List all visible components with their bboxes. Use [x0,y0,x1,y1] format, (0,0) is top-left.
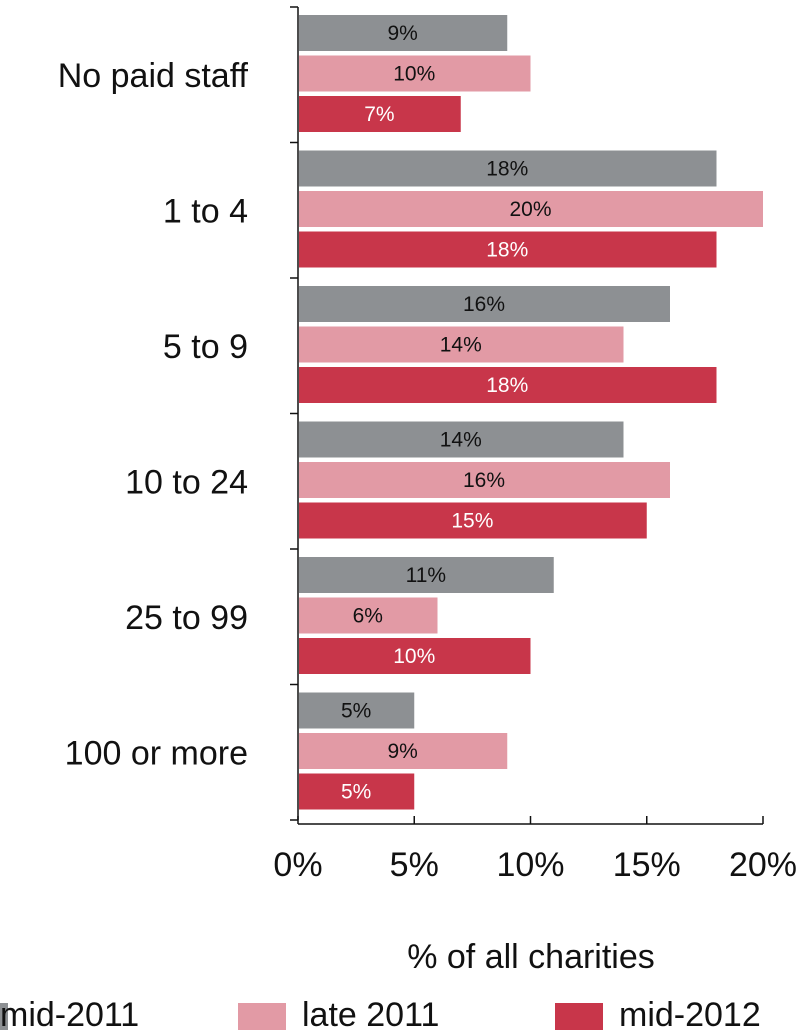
category-label-5-to-9: 5 to 9 [163,328,248,366]
category-label-1-to-4: 1 to 4 [163,192,248,230]
x-tick-label-5: 5% [390,846,439,884]
bar-mid-2012-10-to-24 [299,502,647,539]
bar-label-mid-2011-25-to-99: 11% [406,564,446,587]
bar-mid-2012-1-to-4 [299,231,717,268]
bar-label-mid-2011-10-to-24: 14% [440,429,482,452]
legend-swatch-late-2011 [238,1003,286,1030]
bars-group [299,15,763,810]
x-tick-label-10: 10% [496,846,564,884]
bar-label-mid-2011-1-to-4: 18% [486,158,528,181]
legend-swatch-mid-2012 [555,1003,603,1030]
x-axis-label: % of all charities [407,938,655,976]
x-tick-label-0: 0% [273,846,322,884]
bar-label-mid-2012-5-to-9: 18% [486,374,528,397]
bar-late-2011-1-to-4 [299,191,763,227]
bar-label-mid-2011-100-or-more: 5% [341,700,371,723]
legend-label-mid-2012: mid-2012 [619,996,761,1030]
bar-late-2011-10-to-24 [299,462,670,498]
legend: mid-2011 late 2011 mid-2012 [0,996,761,1030]
bar-labels-group: 9%10%7%18%20%18%16%14%18%14%16%15%11%6%1… [341,22,552,804]
bar-late-2011-5-to-9 [299,326,624,363]
legend-swatch-mid-2011 [0,1003,8,1030]
bar-label-late-2011-100-or-more: 9% [387,740,417,763]
bar-label-mid-2011-5-to-9: 16% [463,293,505,316]
bar-mid-2011-25-to-99 [299,557,554,593]
bar-label-mid-2012-100-or-more: 5% [341,781,371,804]
bar-mid-2011-no-paid-staff [299,15,508,51]
bar-label-late-2011-5-to-9: 14% [440,334,482,357]
bar-late-2011-25-to-99 [299,597,438,634]
category-label-100-or-more: 100 or more [65,734,248,772]
bar-mid-2011-10-to-24 [299,421,624,458]
legend-label-late-2011: late 2011 [302,996,439,1030]
bar-mid-2012-5-to-9 [299,367,717,403]
x-tick-label-15: 15% [613,846,681,884]
x-tick-label-20: 20% [729,846,797,884]
bar-label-mid-2012-1-to-4: 18% [486,239,528,262]
bar-mid-2011-100-or-more [299,692,415,729]
category-labels-group: No paid staff 1 to 4 5 to 9 10 to 24 25 to 9… [58,57,249,773]
bar-mid-2012-100-or-more [299,773,415,810]
category-label-25-to-99: 25 to 99 [125,599,248,637]
legend-label-mid-2011: mid-2011 [0,996,139,1030]
bar-label-mid-2012-no-paid-staff: 7% [364,103,394,126]
bar-label-late-2011-25-to-99: 6% [353,605,383,628]
bar-label-late-2011-no-paid-staff: 10% [393,63,435,86]
bar-late-2011-no-paid-staff [299,55,531,92]
bar-label-mid-2012-25-to-99: 10% [393,645,435,668]
bar-mid-2011-1-to-4 [299,150,717,187]
bar-label-mid-2012-10-to-24: 15% [451,510,493,533]
category-label-no-paid-staff: No paid staff [58,57,249,95]
bar-mid-2012-25-to-99 [299,638,531,674]
category-label-10-to-24: 10 to 24 [125,463,248,501]
bar-label-mid-2011-no-paid-staff: 9% [387,22,417,45]
bar-label-late-2011-10-to-24: 16% [463,469,505,492]
bar-label-late-2011-1-to-4: 20% [509,198,551,221]
axes-group: 0% 5% 10% 15% 20% [273,6,797,884]
bar-late-2011-100-or-more [299,733,508,769]
bar-mid-2012-no-paid-staff [299,96,461,132]
bar-mid-2011-5-to-9 [299,286,670,322]
